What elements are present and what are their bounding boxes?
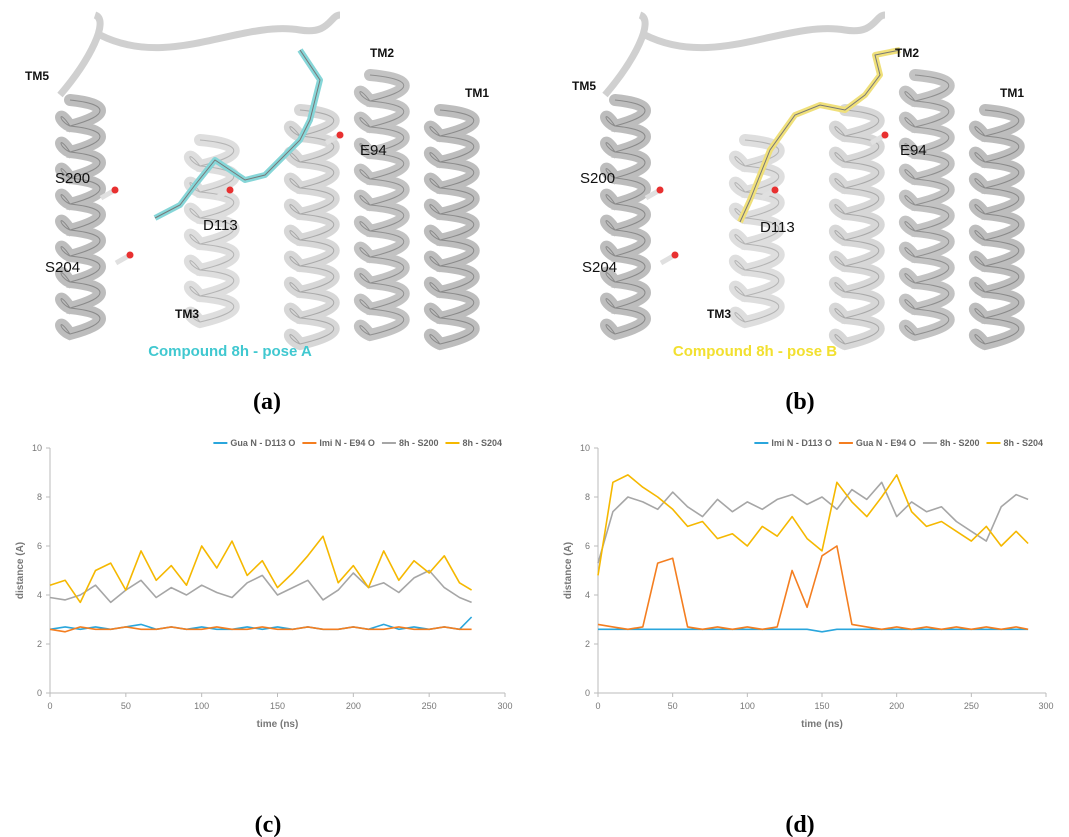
panel-label: (b)	[785, 389, 814, 415]
panel-label: (c)	[255, 812, 282, 837]
x-tick-label: 300	[497, 701, 512, 711]
oxygen	[112, 187, 119, 194]
x-axis-label: time (ns)	[801, 719, 843, 730]
oxygen	[672, 252, 679, 259]
series-line	[50, 536, 472, 602]
helix-label: TM5	[25, 69, 49, 83]
residue-label: D113	[203, 217, 238, 234]
legend-label: 8h - S204	[462, 438, 502, 448]
legend: Imi N - D113 O Gua N - E94 O 8h - S200 8h -…	[754, 438, 1043, 448]
residue-label: S204	[582, 259, 617, 276]
x-tick-label: 100	[194, 701, 209, 711]
y-tick-label: 4	[585, 590, 590, 600]
x-tick-label: 200	[889, 701, 904, 711]
residue-label: S200	[580, 170, 615, 187]
x-tick-label: 0	[595, 701, 600, 711]
panel-caption: Compound 8h - pose B	[673, 343, 837, 360]
y-tick-label: 2	[585, 639, 590, 649]
loop	[605, 15, 885, 95]
residue-label: S204	[45, 259, 80, 276]
residue-label: S200	[55, 170, 90, 187]
residue-label: E94	[900, 142, 927, 159]
legend-label: Gua N - D113 O	[230, 438, 295, 448]
x-tick-label: 150	[270, 701, 285, 711]
x-axis-label: time (ns)	[257, 719, 299, 730]
loop	[60, 15, 340, 95]
x-tick-label: 100	[740, 701, 755, 711]
oxygen	[772, 187, 779, 194]
y-tick-label: 10	[580, 443, 590, 453]
y-tick-label: 4	[37, 590, 42, 600]
legend-label: 8h - S204	[1003, 438, 1043, 448]
helix-label: TM1	[465, 86, 489, 100]
y-axis-label: distance (A)	[563, 542, 574, 599]
oxygen	[657, 187, 664, 194]
y-tick-label: 2	[37, 639, 42, 649]
helix	[905, 75, 949, 335]
line-chart: 0 50 100 150 200 250 300 0 2 4 6 8 10 time (ns) distan…	[563, 438, 1054, 837]
series-line	[50, 571, 472, 603]
y-tick-label: 10	[32, 443, 42, 453]
helix-label: TM1	[1000, 86, 1024, 100]
x-tick-label: 0	[47, 701, 52, 711]
x-tick-label: 250	[964, 701, 979, 711]
helix	[360, 75, 404, 335]
legend: Gua N - D113 O Imi N - E94 O 8h - S200 8h -…	[213, 438, 502, 448]
helix-label: TM2	[895, 46, 919, 60]
series-line	[598, 482, 1028, 563]
legend-label: Imi N - D113 O	[771, 438, 832, 448]
molecular-images	[60, 15, 1019, 344]
y-tick-label: 0	[37, 688, 42, 698]
legend-label: 8h - S200	[940, 438, 980, 448]
line-chart: 0 50 100 150 200 250 300 0 2 4 6 8 10 time (ns) distan…	[15, 438, 513, 837]
legend-label: Imi N - E94 O	[319, 438, 375, 448]
residue-label: D113	[760, 219, 795, 236]
x-tick-label: 50	[668, 701, 678, 711]
helix-label: TM3	[707, 307, 731, 321]
x-tick-label: 200	[346, 701, 361, 711]
oxygen	[227, 187, 234, 194]
panel-label: (d)	[785, 812, 814, 837]
y-axis-label: distance (A)	[15, 542, 26, 599]
series-line	[598, 475, 1028, 576]
y-tick-label: 8	[585, 492, 590, 502]
x-tick-label: 50	[121, 701, 131, 711]
x-tick-label: 150	[814, 701, 829, 711]
y-tick-label: 6	[37, 541, 42, 551]
y-tick-label: 6	[585, 541, 590, 551]
helix-label: TM3	[175, 307, 199, 321]
legend-label: Gua N - E94 O	[856, 438, 916, 448]
legend-label: 8h - S200	[399, 438, 439, 448]
helix-label: TM2	[370, 46, 394, 60]
series-line	[598, 546, 1028, 629]
x-tick-label: 250	[422, 701, 437, 711]
panel-label: (a)	[253, 389, 281, 415]
oxygen	[127, 252, 134, 259]
oxygen	[882, 132, 889, 139]
panel-caption: Compound 8h - pose A	[148, 343, 312, 360]
residue-label: E94	[360, 142, 387, 159]
oxygen	[337, 132, 344, 139]
x-tick-label: 300	[1038, 701, 1053, 711]
series-line	[598, 629, 1028, 632]
helix-label: TM5	[572, 79, 596, 93]
y-tick-label: 0	[585, 688, 590, 698]
figure: TM5 S200 S204 TM3 D113 TM2 E94 TM1 Compound 8h -…	[0, 0, 1069, 837]
y-tick-label: 8	[37, 492, 42, 502]
